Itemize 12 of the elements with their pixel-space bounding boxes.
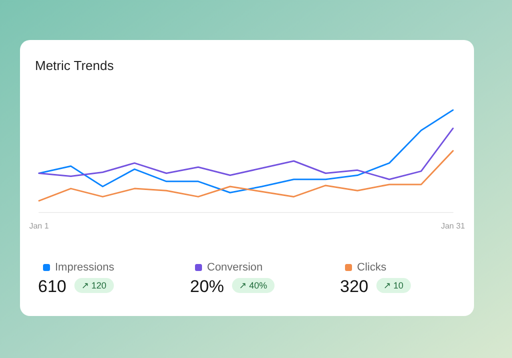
text: ↗ 40% <box>239 280 268 290</box>
text: ↗ 120 <box>81 280 106 290</box>
legend-label: Impressions <box>55 262 115 274</box>
legend-label: Clicks <box>357 262 387 274</box>
legend-label: Conversion <box>207 262 263 274</box>
text: 320 <box>340 277 368 296</box>
chart-title: Metric Trends <box>35 58 114 73</box>
x-tick-label: Jan 1 <box>29 222 50 230</box>
text: 610 <box>38 277 66 296</box>
text: ↗ 10 <box>383 280 404 290</box>
text: 20% <box>190 277 224 296</box>
x-tick-label: Jan 31 <box>440 222 466 230</box>
